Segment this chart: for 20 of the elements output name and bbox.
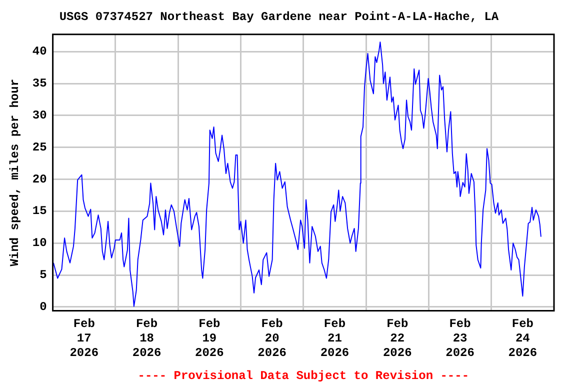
x-tick-label: Feb 22 2026: [382, 317, 412, 360]
x-tick-label: Feb 21 2026: [320, 317, 350, 360]
x-tick-label: Feb 18 2026: [132, 317, 162, 360]
y-tick-label: 5: [40, 268, 47, 282]
y-tick-label: 40: [32, 44, 47, 59]
chart-title: USGS 07374527 Northeast Bay Gardene near Point-A-LA-Hache, LA: [59, 10, 500, 24]
y-tick-label: 10: [32, 236, 47, 250]
x-tick-label: Feb 24 2026: [508, 317, 538, 360]
y-axis-title: Wind speed, miles per hour: [8, 78, 22, 266]
y-tick-label: 25: [32, 140, 47, 154]
text: ---- Provisional Data Subject to Revision ----: [138, 369, 470, 383]
x-tick-label: Feb 19 2026: [195, 317, 224, 360]
y-tick-label: 15: [32, 204, 47, 218]
x-tick-label: Feb 17 2026: [70, 317, 99, 360]
y-tick-label: 35: [32, 76, 47, 91]
x-tick-label: Feb 20 2026: [258, 317, 286, 360]
y-tick-label: 0: [40, 300, 47, 314]
x-tick-label: Feb 23 2026: [446, 317, 474, 360]
y-tick-label: 20: [32, 172, 47, 186]
y-tick-label: 30: [32, 108, 47, 122]
